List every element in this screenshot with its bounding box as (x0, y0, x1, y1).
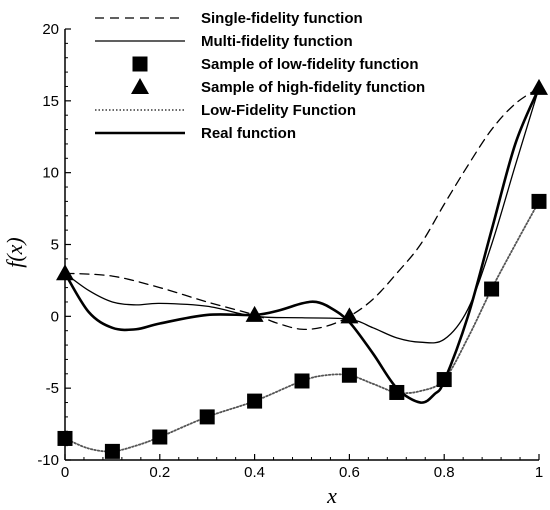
y-tick-label: 15 (42, 93, 59, 110)
low-fidelity-sample-point (531, 193, 547, 209)
low-fidelity-sample-point (389, 384, 405, 400)
low-fidelity-sample-point (152, 429, 168, 445)
x-tick-label: 0.6 (339, 464, 360, 481)
legend-label-real-function: Real function (201, 125, 296, 142)
x-tick-label: 1 (535, 464, 543, 481)
x-tick-label: 0.2 (149, 464, 170, 481)
low-fidelity-sample-point (436, 372, 452, 388)
legend-label-low-fidelity-function: Low-Fidelity Function (201, 102, 356, 119)
high-fidelity-sample-point (530, 78, 548, 95)
legend: Single-fidelity function Multi-fidelity f… (95, 10, 425, 142)
legend-label-sample-of-high-fidelity-function: Sample of high-fidelity function (201, 79, 425, 96)
y-tick-label: 0 (51, 308, 59, 325)
y-tick-label: 10 (42, 165, 59, 182)
y-axis-title: f(x) (2, 237, 27, 268)
legend-label-single-fidelity-function: Single-fidelity function (201, 10, 363, 27)
low-fidelity-sample-point (104, 443, 120, 459)
series-line-single-fidelity-function (64, 87, 540, 331)
y-tick-label: -10 (37, 452, 59, 469)
legend-label-multi-fidelity-function: Multi-fidelity function (201, 33, 353, 50)
series-line-low-fidelity-function (64, 200, 540, 453)
legend-swatch-sample-of-low-fidelity-function (132, 56, 148, 72)
low-fidelity-sample-point (199, 409, 215, 425)
low-fidelity-sample-point (294, 373, 310, 389)
y-tick-label: 20 (42, 21, 59, 38)
x-tick-label: 0.8 (434, 464, 455, 481)
legend-swatch-sample-of-high-fidelity-function (131, 78, 149, 94)
low-fidelity-sample-point (247, 393, 263, 409)
high-fidelity-sample-point (245, 305, 264, 322)
x-axis-title: x (326, 483, 337, 508)
x-tick-label: 0 (61, 464, 69, 481)
low-fidelity-sample-point (341, 367, 357, 383)
y-tick-label: 5 (51, 237, 59, 254)
legend-label-sample-of-low-fidelity-function: Sample of low-fidelity function (201, 56, 419, 73)
plot-area (56, 78, 548, 459)
low-fidelity-sample-point (484, 281, 500, 297)
y-tick-label: -5 (46, 380, 59, 397)
x-tick-label: 0.4 (244, 464, 265, 481)
high-fidelity-sample-point (340, 307, 359, 324)
axes: -10 -5 0 5 10 15 20 0 0.2 0.4 0.6 0.8 1 x f(x) (2, 21, 543, 508)
series-line-real-function (63, 86, 541, 404)
